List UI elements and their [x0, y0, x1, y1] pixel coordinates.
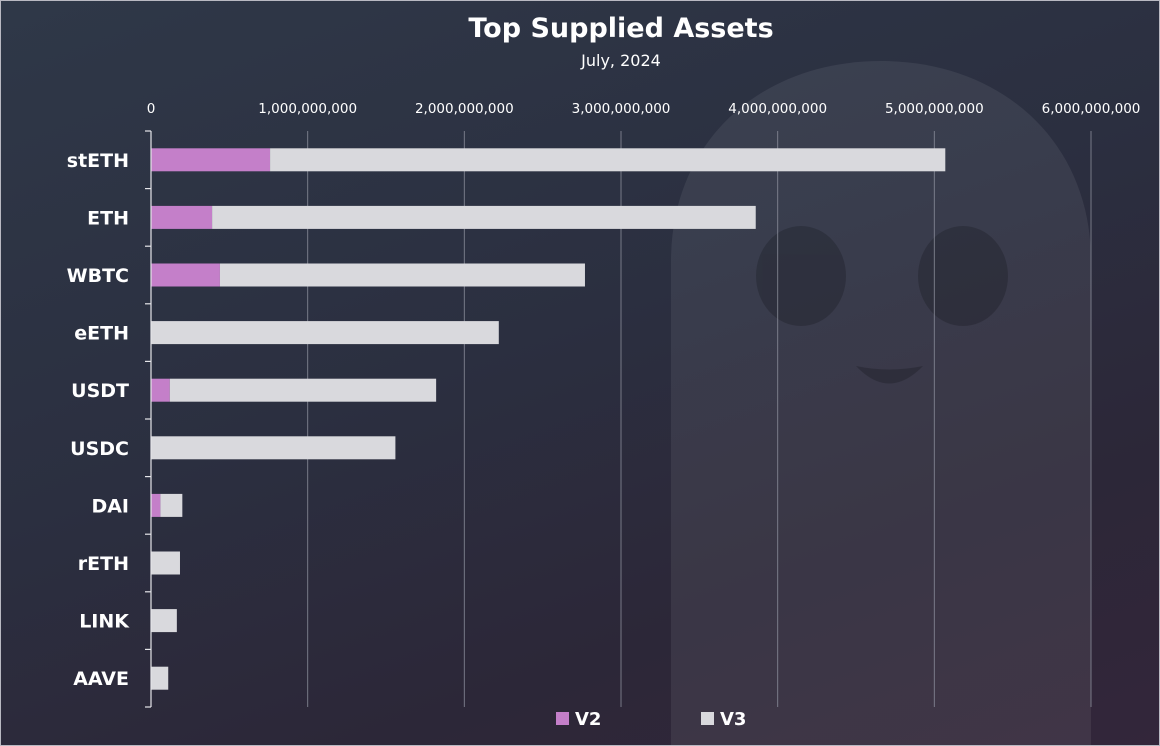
- category-label: stETH: [67, 150, 129, 172]
- bar-DAI-V2: [151, 493, 161, 517]
- x-tick-label: 4,000,000,000: [728, 101, 827, 117]
- y-axis-categories: stETH ETH WBTC eETH USDT USDC DAI rETH LINK AAVE: [67, 150, 131, 690]
- legend-swatch-V3: [701, 712, 714, 725]
- category-label: AAVE: [73, 668, 129, 690]
- y-axis: [145, 130, 152, 708]
- category-label: USDT: [71, 380, 129, 402]
- category-label: LINK: [79, 611, 130, 633]
- x-tick-label: 1,000,000,000: [258, 101, 357, 117]
- x-tick-label: 3,000,000,000: [572, 101, 671, 117]
- bar-WBTC-V2: [151, 263, 220, 287]
- bar-AAVE-V3: [151, 666, 169, 690]
- bar-DAI-V3: [160, 493, 183, 517]
- bar-USDT-V3: [169, 378, 437, 402]
- ghost-face-icon: [756, 226, 1008, 384]
- x-tick-label: 0: [147, 101, 156, 117]
- category-label: USDC: [70, 438, 129, 460]
- legend-label: V2: [575, 709, 601, 730]
- chart-subtitle: July, 2024: [580, 51, 661, 70]
- bar-rETH-V3: [151, 551, 180, 575]
- ghost-watermark-icon: [671, 61, 1091, 745]
- bar-USDT-V2: [151, 378, 170, 402]
- category-label: rETH: [78, 553, 129, 575]
- bar-USDC-V3: [151, 436, 396, 460]
- bar-WBTC-V3: [219, 263, 585, 287]
- legend: V2 V3: [556, 709, 746, 730]
- bars: [151, 148, 946, 690]
- x-tick-label: 5,000,000,000: [885, 101, 984, 117]
- x-tick-label: 6,000,000,000: [1042, 101, 1141, 117]
- legend-swatch-V2: [556, 712, 569, 725]
- bar-eETH-V3: [151, 321, 499, 345]
- bar-LINK-V3: [151, 609, 177, 633]
- category-label: eETH: [74, 323, 129, 345]
- category-label: ETH: [87, 207, 129, 229]
- x-axis-ticks: 0 1,000,000,000 2,000,000,000 3,000,000,000…: [147, 101, 1141, 117]
- x-tick-label: 2,000,000,000: [415, 101, 514, 117]
- chart-title: Top Supplied Assets: [468, 13, 773, 44]
- category-label: DAI: [91, 495, 129, 517]
- bar-ETH-V3: [212, 205, 756, 229]
- bar-ETH-V2: [151, 205, 213, 229]
- category-label: WBTC: [67, 265, 129, 287]
- legend-label: V3: [720, 709, 746, 730]
- bar-stETH-V2: [151, 148, 271, 172]
- bar-stETH-V3: [270, 148, 946, 172]
